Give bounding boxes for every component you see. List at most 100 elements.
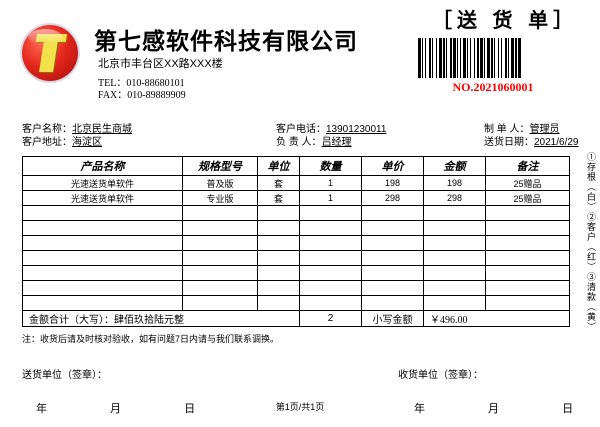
cell-spec: 专业版 bbox=[182, 190, 258, 206]
customer-name-field: 客户名称：北京民生商城 bbox=[22, 120, 132, 135]
cell-unit: 套 bbox=[257, 190, 300, 206]
customer-name-value: 北京民生商城 bbox=[72, 124, 132, 135]
page-title: ［送 货 单］ bbox=[432, 10, 579, 32]
customer-phone-label: 客户电话： bbox=[276, 124, 326, 135]
total-small-label: 小写金额 bbox=[361, 310, 424, 327]
cell-remark-empty bbox=[485, 205, 570, 221]
company-address: 北京市丰台区XX路XXX楼 bbox=[98, 58, 223, 70]
col-spec: 规格型号 bbox=[182, 156, 258, 176]
cell-amount-empty bbox=[423, 295, 486, 311]
cell-quantity-empty bbox=[299, 235, 362, 251]
cell-amount-empty bbox=[423, 250, 486, 266]
barcode-icon bbox=[418, 38, 566, 78]
cell-amount-empty bbox=[423, 205, 486, 221]
company-name: 第七感软件科技有限公司 bbox=[94, 28, 358, 54]
cell-product-name: 光速送货单软件 bbox=[22, 190, 183, 206]
cell-remark-empty bbox=[485, 265, 570, 281]
cell-amount-empty bbox=[423, 280, 486, 296]
cell-spec-empty bbox=[182, 235, 258, 251]
col-quantity: 数量 bbox=[299, 156, 362, 176]
customer-phone-value: 13901230011 bbox=[326, 124, 387, 135]
receive-date-blank: 年 月 日 bbox=[414, 403, 600, 415]
cell-quantity-empty bbox=[299, 205, 362, 221]
col-product-name: 产品名称 bbox=[22, 156, 183, 176]
cell-remark-empty bbox=[485, 235, 570, 251]
cell-unit-price: 198 bbox=[361, 175, 424, 191]
cell-product-name-empty bbox=[22, 220, 183, 236]
cell-quantity-empty bbox=[299, 295, 362, 311]
maker-label: 制 单 人： bbox=[484, 124, 530, 135]
table-row-empty bbox=[22, 265, 570, 281]
cell-unit-empty bbox=[257, 280, 300, 296]
cell-spec-empty bbox=[182, 220, 258, 236]
cell-unit-empty bbox=[257, 265, 300, 281]
table-header-row: 产品名称 规格型号 单位 数量 单价 金额 备注 bbox=[22, 156, 570, 176]
cell-unit-empty bbox=[257, 295, 300, 311]
cell-product-name-empty bbox=[22, 205, 183, 221]
cell-unit-price-empty bbox=[361, 265, 424, 281]
customer-address-field: 客户地址：海淀区 bbox=[22, 133, 102, 148]
cell-product-name-empty bbox=[22, 250, 183, 266]
table-row-empty bbox=[22, 295, 570, 311]
cell-product-name-empty bbox=[22, 280, 183, 296]
cell-spec-empty bbox=[182, 250, 258, 266]
document-header: 第七感软件科技有限公司 北京市丰台区XX路XXX楼 TEL：010-886801… bbox=[22, 22, 578, 110]
cell-product-name-empty bbox=[22, 235, 183, 251]
deliver-signature-label: 送货单位（签章）： bbox=[22, 370, 107, 381]
table-row-empty bbox=[22, 205, 570, 221]
cell-amount: 298 bbox=[423, 190, 486, 206]
maker-value: 管理员 bbox=[529, 124, 560, 135]
cell-product-name-empty bbox=[22, 295, 183, 311]
customer-address-value: 海淀区 bbox=[72, 137, 102, 148]
cell-quantity-empty bbox=[299, 250, 362, 266]
cell-remark: 25赠品 bbox=[485, 175, 570, 191]
customer-contact-label: 负 责 人： bbox=[276, 137, 322, 148]
page-number: 第1页/共1页 bbox=[275, 402, 325, 412]
customer-contact-value: 吕经理 bbox=[321, 137, 352, 148]
customer-address-label: 客户地址： bbox=[22, 137, 72, 148]
cell-amount-empty bbox=[423, 265, 486, 281]
cell-unit-price-empty bbox=[361, 205, 424, 221]
cell-unit-empty bbox=[257, 250, 300, 266]
col-unit-price: 单价 bbox=[361, 156, 424, 176]
cell-remark-empty bbox=[485, 220, 570, 236]
table-row: 光速送货单软件 专业版套 1 298 298 25赠品 bbox=[22, 190, 570, 206]
receive-signature-label: 收货单位（签章）： bbox=[398, 370, 483, 381]
cell-unit-empty bbox=[257, 235, 300, 251]
table-row-empty bbox=[22, 220, 570, 236]
total-capital-amount: 金额合计（大写）：肆佰玖拾陆元整 bbox=[22, 310, 300, 327]
cell-unit-price-empty bbox=[361, 295, 424, 311]
col-unit: 单位 bbox=[257, 156, 300, 176]
customer-phone-field: 客户电话：13901230011 bbox=[276, 120, 386, 135]
col-amount: 金额 bbox=[423, 156, 486, 176]
cell-product-name-empty bbox=[22, 265, 183, 281]
company-fax: FAX：010-89889909 bbox=[98, 90, 186, 101]
footer-note: 注：收货后请及时核对验收，如有问题7日内请与我们联系调换。 bbox=[22, 334, 280, 344]
maker-field: 制 单 人：管理员 bbox=[484, 120, 560, 135]
deliver-date-blank: 年 月 日 bbox=[36, 403, 226, 415]
cell-spec: 普及版 bbox=[182, 175, 258, 191]
logo-gloss bbox=[28, 29, 62, 45]
cell-unit-price-empty bbox=[361, 235, 424, 251]
cell-amount-empty bbox=[423, 220, 486, 236]
cell-amount: 198 bbox=[423, 175, 486, 191]
cell-remark-empty bbox=[485, 295, 570, 311]
table-row-empty bbox=[22, 235, 570, 251]
cell-unit-price-empty bbox=[361, 250, 424, 266]
cell-spec-empty bbox=[182, 205, 258, 221]
cell-spec-empty bbox=[182, 295, 258, 311]
copy-legend: ①存根（白）②客户（红）③清款（黄） bbox=[586, 152, 596, 332]
barcode-number: NO.2021060001 bbox=[452, 80, 534, 94]
cell-unit-empty bbox=[257, 220, 300, 236]
table-body: 光速送货单软件 普及版套 1 198 198 25赠品 光速送货单软件 专业版套 1 298 298… bbox=[22, 175, 570, 311]
seven-logo-icon bbox=[22, 25, 78, 81]
cell-spec-empty bbox=[182, 280, 258, 296]
cell-quantity-empty bbox=[299, 265, 362, 281]
delivery-date-field: 送货日期：2021/6/29 bbox=[484, 133, 579, 148]
table-row: 光速送货单软件 普及版套 1 198 198 25赠品 bbox=[22, 175, 570, 191]
cell-spec-empty bbox=[182, 265, 258, 281]
customer-info-block: 客户名称：北京民生商城 客户地址：海淀区 客户电话：13901230011 负 … bbox=[22, 120, 579, 152]
total-amount-value: ￥496.00 bbox=[423, 310, 570, 327]
customer-name-label: 客户名称： bbox=[22, 124, 72, 135]
